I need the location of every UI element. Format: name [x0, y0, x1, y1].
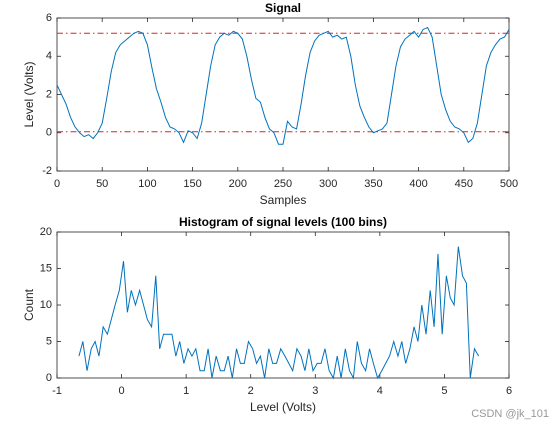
- x-tick-label: 3: [312, 385, 318, 397]
- y-tick-label: 4: [46, 50, 52, 62]
- x-tick-label: 200: [229, 178, 247, 190]
- x-tick-label: 0: [54, 178, 60, 190]
- x-tick-label: 2: [248, 385, 254, 397]
- x-tick-label: -1: [52, 385, 62, 397]
- y-tick-label: 2: [46, 88, 52, 100]
- y-tick-label: 15: [40, 262, 52, 274]
- x-tick-label: 100: [138, 178, 156, 190]
- y-tick-label: 10: [40, 299, 52, 311]
- y-axis-label: Level (Volts): [22, 61, 36, 127]
- data-line: [78, 246, 480, 380]
- x-tick-label: 6: [506, 385, 512, 397]
- x-tick-label: 300: [319, 178, 337, 190]
- x-tick-label: 450: [455, 178, 473, 190]
- x-axis-label: Samples: [260, 193, 307, 207]
- x-tick-label: 400: [409, 178, 427, 190]
- y-axis-label: Count: [22, 288, 36, 321]
- y-tick-label: 20: [40, 226, 52, 238]
- x-tick-label: 150: [183, 178, 201, 190]
- x-tick-label: 0: [119, 385, 125, 397]
- x-tick-label: 1: [183, 385, 189, 397]
- y-tick-label: 6: [46, 12, 52, 24]
- watermark: CSDN @jk_101: [471, 408, 549, 420]
- x-axis-label: Level (Volts): [250, 400, 316, 414]
- chart-title: Signal: [265, 1, 301, 15]
- x-tick-label: 50: [96, 178, 108, 190]
- chart-title: Histogram of signal levels (100 bins): [179, 215, 387, 229]
- x-tick-label: 500: [500, 178, 518, 190]
- y-tick-label: 5: [46, 335, 52, 347]
- y-tick-label: 0: [46, 127, 52, 139]
- x-tick-label: 4: [377, 385, 383, 397]
- data-line: [56, 26, 510, 145]
- x-tick-label: 5: [441, 385, 447, 397]
- plot-area: [56, 231, 510, 379]
- x-tick-label: 250: [274, 178, 292, 190]
- y-tick-label: -2: [42, 165, 52, 177]
- x-tick-label: 350: [364, 178, 382, 190]
- y-tick-label: 0: [46, 372, 52, 384]
